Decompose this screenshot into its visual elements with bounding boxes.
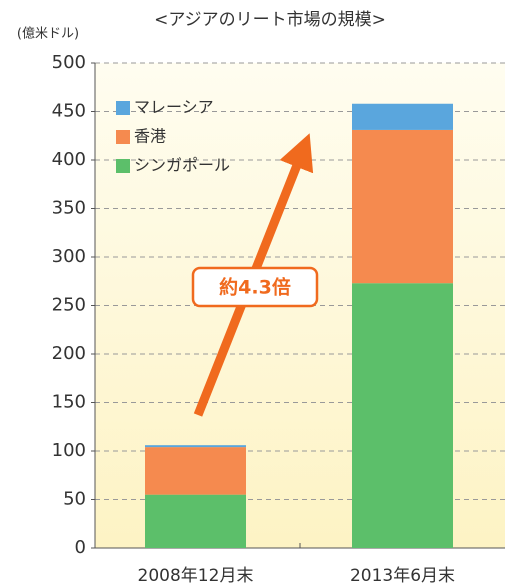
legend-label: マレーシア [134,98,214,117]
y-tick-label: 400 [52,149,86,170]
annotation-box [191,266,319,308]
y-axis-label: (億米ドル) [17,26,79,42]
y-tick-label: 150 [52,392,86,413]
bar-segment [352,103,453,130]
layer: 0 50 100 150 200 250 300 350 400 450 500 2008年12月末 2… [52,52,505,586]
y-tick-label: 500 [52,52,86,73]
legend-label: シンガポール [134,156,230,175]
legend-swatch [116,101,130,115]
y-tick-label: 450 [52,101,86,122]
y-tick-label: 350 [52,198,86,219]
bar-segment [352,283,453,548]
chart-title: <アジアのリート市場の規模> [154,10,386,30]
bar-segment [145,445,246,448]
bar-segment [352,129,453,284]
y-tick-label: 50 [63,489,86,510]
x-tick-label: 2008年12月末 [138,566,254,586]
y-tick-label: 250 [52,295,86,316]
bar-segment [145,494,246,548]
y-tick-label: 100 [52,440,86,461]
legend-swatch [116,159,130,173]
y-tick-label: 200 [52,343,86,364]
x-tick-label: 2013年6月末 [350,566,455,586]
y-tick-label: 300 [52,246,86,267]
legend-swatch [116,130,130,144]
bar-segment [145,447,246,495]
annotation: 約4.3倍 [219,276,291,299]
y-tick-label: 0 [75,537,86,558]
legend-label: 香港 [134,127,166,146]
